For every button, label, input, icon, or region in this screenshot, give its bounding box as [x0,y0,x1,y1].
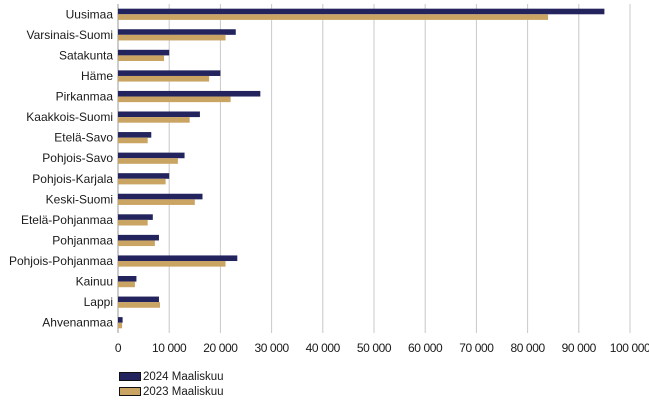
bar-2024-maaliskuu [118,49,170,56]
bar-2023-maaliskuu [118,158,178,164]
legend: 2024 Maaliskuu 2023 Maaliskuu [119,369,224,399]
bar-2024-maaliskuu [118,255,238,262]
category-label: Etelä-Pohjanmaa [21,213,113,227]
bar-2023-maaliskuu [118,117,190,123]
category-label: Pohjois-Karjala [32,172,113,186]
category-label: Etelä-Savo [54,131,113,145]
bar-2023-maaliskuu [118,281,135,288]
bar-2023-maaliskuu [118,219,148,226]
bar-2024-maaliskuu [118,29,236,35]
category-labels: Uusimaa Varsinais-Suomi Satakunta Häme Pirka… [9,7,113,329]
x-tick-label: 30 000 [254,341,289,355]
x-tick-labels: 0 10 000 20 000 30 000 40 000 50 000 60 000 70 … [115,341,649,355]
bar-2023-maaliskuu [118,96,231,103]
bar-2023-maaliskuu [118,199,195,205]
x-tick-label: 90 000 [562,341,597,355]
legend-swatch-2024 [119,372,141,381]
legend-item-2023: 2023 Maaliskuu [119,384,224,399]
category-label: Häme [81,69,113,83]
x-tick-label: 0 [115,341,122,355]
bar-2023-maaliskuu [118,302,160,308]
x-tick-label: 10 000 [152,341,187,355]
bar-2024-maaliskuu [118,70,221,76]
x-tick-label: 60 000 [408,341,443,355]
bar-2024-maaliskuu [118,8,605,15]
bar-2024-maaliskuu [118,111,200,118]
category-label: Kainuu [76,275,113,289]
x-tick-label: 40 000 [306,341,341,355]
bar-2023-maaliskuu [118,75,210,82]
category-label: Pohjanmaa [52,233,113,247]
category-label: Varsinais-Suomi [27,28,113,42]
bar-2024-maaliskuu [118,152,185,159]
category-label: Kaakkois-Suomi [26,110,113,124]
bar-2023-maaliskuu [118,55,165,62]
bar-2023-maaliskuu [118,14,549,20]
category-label: Pohjois-Savo [42,151,113,165]
x-tick-label: 20 000 [203,341,238,355]
bars [118,8,605,329]
bar-2024-maaliskuu [118,296,159,303]
x-tick-label: 100 000 [610,341,649,355]
category-label: Pohjois-Pohjanmaa [9,254,113,268]
bar-2024-maaliskuu [118,317,123,323]
legend-item-2024: 2024 Maaliskuu [119,369,224,384]
category-label: Pirkanmaa [56,90,114,104]
x-tick-label: 80 000 [510,341,545,355]
bar-2023-maaliskuu [118,34,226,41]
legend-label-2023: 2023 Maaliskuu [143,385,224,398]
category-label: Keski-Suomi [46,192,113,206]
legend-label-2024: 2024 Maaliskuu [143,370,224,383]
bar-2023-maaliskuu [118,178,166,185]
bar-2024-maaliskuu [118,132,152,138]
x-tick-label: 50 000 [357,341,392,355]
category-label: Uusimaa [66,7,114,21]
bar-2023-maaliskuu [118,322,123,329]
bar-2023-maaliskuu [118,261,226,267]
grid-lines [117,4,631,333]
bar-2024-maaliskuu [118,173,170,179]
bar-2024-maaliskuu [118,193,203,200]
category-label: Lappi [84,295,113,309]
category-label: Satakunta [59,48,113,62]
x-tick-label: 70 000 [459,341,494,355]
bar-2024-maaliskuu [118,90,261,97]
bar-2023-maaliskuu [118,137,148,144]
category-label: Ahvenanmaa [42,316,113,330]
bar-2024-maaliskuu [118,234,159,241]
bar-2024-maaliskuu [118,275,137,282]
legend-swatch-2023 [119,387,141,396]
bar-2024-maaliskuu [118,214,153,220]
bar-2023-maaliskuu [118,240,155,247]
